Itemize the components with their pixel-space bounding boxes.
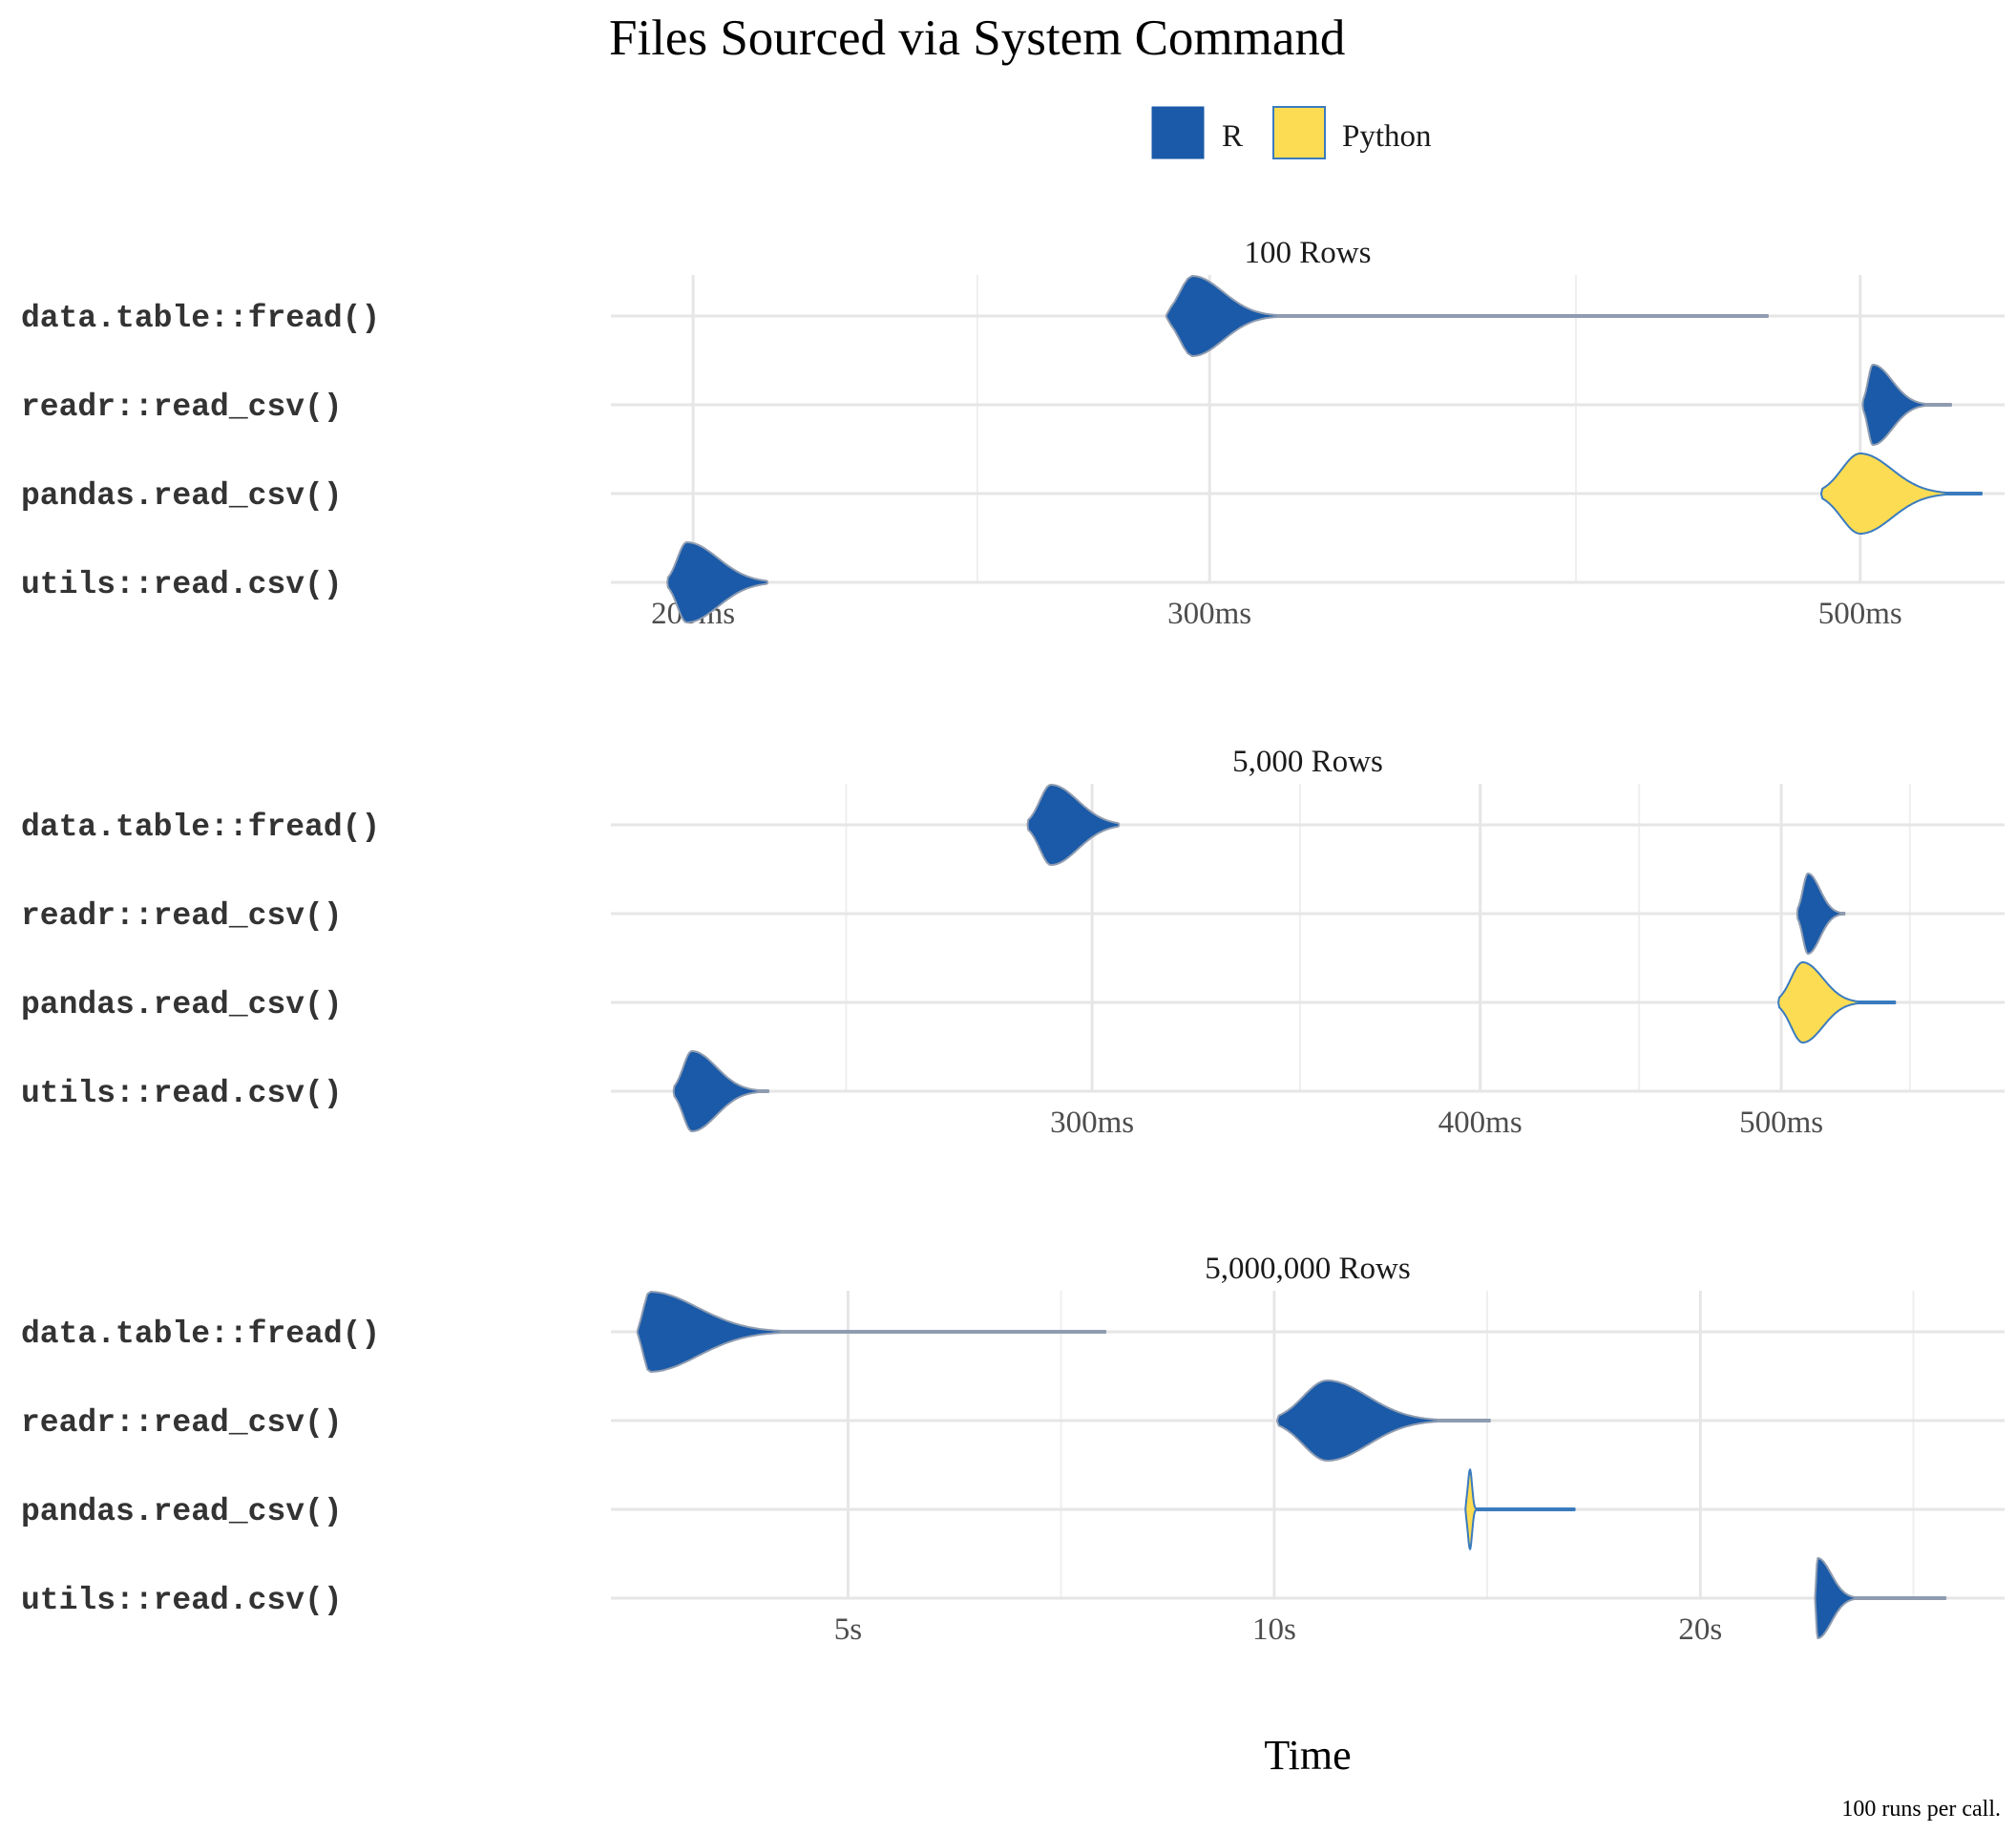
violin-pandas-read-csv-5-000-000-rows xyxy=(1464,1468,1576,1550)
legend-label-python: Python xyxy=(1342,119,1432,154)
violin-readr-read-csv-5-000-rows xyxy=(1796,873,1846,955)
violin-utils-read-csv-5-000-rows xyxy=(672,1050,769,1132)
facet-5-000-rows: 5,000 Rowsdata.table::fread()readr::read… xyxy=(21,745,2005,1140)
category-label-utils-read-csv: utils::read.csv() xyxy=(21,1583,343,1618)
category-label-readr-read-csv: readr::read_csv() xyxy=(21,898,343,934)
category-label-data-table-fread: data.table::fread() xyxy=(21,1317,380,1352)
facet-5-000-000-rows: 5,000,000 Rowsdata.table::fread()readr::… xyxy=(21,1252,2005,1647)
x-tick-label: 500ms xyxy=(1739,1106,1823,1140)
x-axis-label: Time xyxy=(1264,1732,1351,1779)
category-label-pandas-read-csv: pandas.read_csv() xyxy=(21,478,343,514)
category-label-pandas-read-csv: pandas.read_csv() xyxy=(21,987,343,1022)
facet-title: 100 Rows xyxy=(1245,236,1372,270)
violin-readr-read-csv-100-rows xyxy=(1861,364,1952,446)
legend-label-r: R xyxy=(1222,119,1243,154)
facet-title: 5,000 Rows xyxy=(1232,745,1383,779)
facet-100-rows: 100 Rowsdata.table::fread()readr::read_c… xyxy=(21,236,2005,631)
x-tick-label: 300ms xyxy=(1050,1106,1134,1140)
violin-pandas-read-csv-100-rows xyxy=(1820,453,1983,535)
legend-swatch-r xyxy=(1151,106,1205,159)
violin-data-table-fread-5-000-rows xyxy=(1026,784,1121,866)
chart-title: Files Sourced via System Command xyxy=(609,11,1345,66)
violin-data-table-fread-5-000-000-rows xyxy=(636,1291,1107,1373)
violin-utils-read-csv-100-rows xyxy=(666,541,768,623)
category-label-pandas-read-csv: pandas.read_csv() xyxy=(21,1494,343,1529)
violin-utils-read-csv-5-000-000-rows xyxy=(1814,1557,1947,1639)
x-tick-label: 500ms xyxy=(1818,597,1902,631)
x-tick-label: 300ms xyxy=(1167,597,1251,631)
category-label-data-table-fread: data.table::fread() xyxy=(21,301,380,336)
category-label-utils-read-csv: utils::read.csv() xyxy=(21,567,343,602)
x-tick-label: 5s xyxy=(834,1612,862,1647)
category-label-readr-read-csv: readr::read_csv() xyxy=(21,1405,343,1441)
x-tick-label: 10s xyxy=(1252,1612,1296,1647)
violin-readr-read-csv-5-000-000-rows xyxy=(1276,1380,1491,1462)
category-label-data-table-fread: data.table::fread() xyxy=(21,810,380,845)
x-tick-label: 400ms xyxy=(1438,1106,1522,1140)
violin-data-table-fread-100-rows xyxy=(1165,275,1769,357)
legend-swatch-python xyxy=(1272,106,1326,159)
facet-title: 5,000,000 Rows xyxy=(1205,1252,1410,1286)
facet-panels: 100 Rowsdata.table::fread()readr::read_c… xyxy=(21,236,2005,1647)
legend: R Python xyxy=(1151,106,1432,159)
chart-caption: 100 runs per call. xyxy=(1841,1797,2001,1822)
violin-pandas-read-csv-5-000-rows xyxy=(1777,961,1897,1043)
category-label-utils-read-csv: utils::read.csv() xyxy=(21,1076,343,1111)
category-label-readr-read-csv: readr::read_csv() xyxy=(21,390,343,425)
x-tick-label: 20s xyxy=(1678,1612,1722,1647)
